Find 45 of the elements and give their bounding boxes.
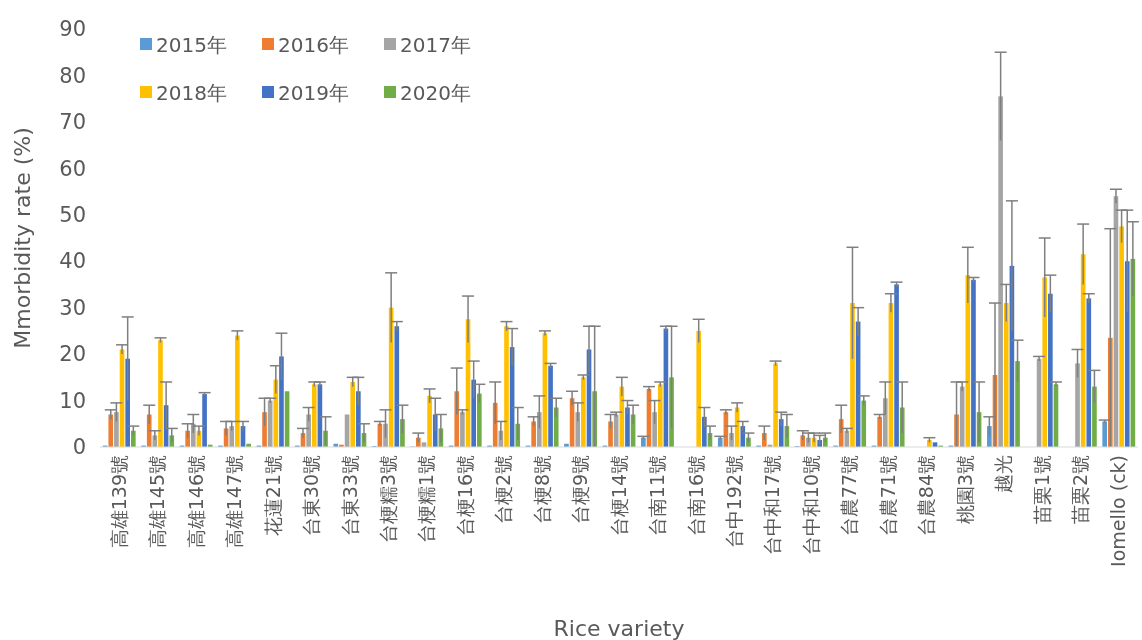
x-tick-label: 台農84號	[915, 455, 938, 537]
y-tick-label: 50	[59, 203, 86, 227]
x-tick-label: 台梗2號	[492, 455, 515, 525]
legend-label: 2018年	[156, 81, 227, 105]
y-axis-title: Mmorbidity rate (%)	[10, 127, 35, 349]
x-tick-label: 高雄145號	[146, 455, 169, 549]
y-tick-label: 0	[72, 435, 86, 460]
legend-label: 2016年	[278, 33, 349, 57]
x-tick-label: 台梗14號	[607, 455, 630, 537]
y-tick-label: 20	[59, 342, 86, 367]
x-tick-label: 台中和17號	[761, 455, 784, 556]
x-tick-label: 苗栗1號	[1030, 455, 1053, 525]
legend-label: 2015年	[156, 33, 227, 57]
x-tick-label: 台梗9號	[569, 455, 592, 525]
x-tick-label: 台中192號	[722, 455, 745, 549]
x-tick-label: 苗栗2號	[1068, 455, 1091, 525]
x-tick-label: 台東33號	[338, 455, 361, 537]
y-tick-label: 40	[59, 249, 86, 274]
x-tick-label: 台梗糯3號	[376, 455, 399, 544]
x-tick-label: 越光	[992, 455, 1015, 493]
x-tick-label: 台農77號	[838, 455, 861, 537]
legend-label: 2017年	[400, 33, 471, 57]
legend-label: 2020年	[400, 81, 471, 105]
x-tick-label: 高雄147號	[223, 455, 246, 549]
x-tick-label: 花蓮21號	[261, 455, 284, 537]
x-axis-title: Rice variety	[553, 616, 685, 640]
x-tick-label: 桃園3號	[953, 455, 976, 525]
x-tick-label: 台南11號	[646, 455, 669, 537]
y-tick-label: 60	[59, 156, 86, 181]
y-tick-label: 80	[59, 63, 86, 88]
y-tick-label: 10	[59, 388, 86, 413]
x-tick-label: 台梗8號	[530, 455, 553, 525]
y-tick-label: 30	[59, 295, 86, 320]
x-tick-label: Iomello (ck)	[1107, 455, 1130, 567]
x-tick-label: 台梗糯1號	[415, 455, 438, 544]
x-tick-label: 台東30號	[300, 455, 323, 537]
x-tick-label: 台梗16號	[453, 455, 476, 537]
x-tick-label: 高雄146號	[184, 455, 207, 549]
y-tick-label: 70	[59, 110, 86, 135]
legend-label: 2019年	[278, 81, 349, 105]
x-tick-label: 高雄139號	[107, 455, 130, 549]
x-tick-label: 台農71號	[876, 455, 899, 537]
x-tick-label: 台中和10號	[799, 455, 822, 556]
x-tick-label: 台南16號	[684, 455, 707, 537]
y-tick-label: 90	[59, 17, 86, 42]
